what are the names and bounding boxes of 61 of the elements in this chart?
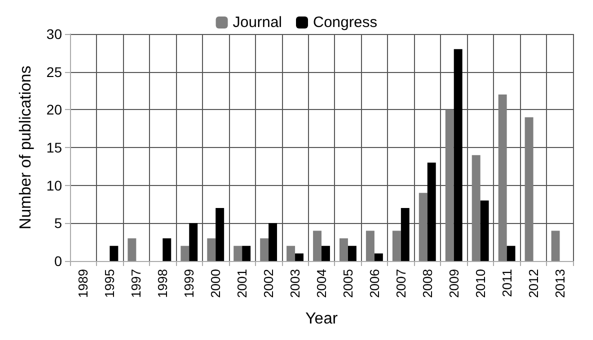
y-tick-label: 30 — [46, 26, 62, 42]
bar — [322, 246, 330, 261]
bar — [313, 230, 322, 261]
bar — [207, 238, 216, 261]
y-tick-label: 15 — [46, 140, 62, 156]
bar — [295, 253, 304, 261]
bar — [374, 253, 383, 261]
bar — [427, 162, 436, 261]
bar — [400, 208, 410, 261]
bar — [128, 238, 136, 261]
x-tick-label: 2013 — [552, 269, 568, 298]
bar — [162, 238, 172, 261]
x-tick-label: 2008 — [420, 269, 435, 298]
x-tick-label: 2001 — [234, 269, 250, 298]
bar — [551, 230, 560, 261]
x-tick-label: 2004 — [314, 269, 329, 298]
x-tick-label: 2009 — [446, 269, 462, 298]
y-tick-label: 10 — [46, 177, 62, 194]
bar — [480, 200, 489, 261]
bar — [340, 238, 348, 261]
x-tick-label: 2002 — [261, 269, 276, 298]
bar — [242, 246, 251, 261]
x-tick-label: 2005 — [340, 269, 356, 298]
bar — [454, 49, 462, 261]
y-tick-label: 25 — [46, 64, 62, 80]
x-tick-label: 2006 — [366, 269, 382, 298]
bar — [472, 155, 480, 261]
x-tick-label: 2000 — [208, 269, 224, 298]
bar — [260, 238, 269, 261]
bar — [180, 246, 190, 261]
bar — [392, 230, 401, 261]
x-tick-label: 1995 — [102, 269, 118, 298]
bar — [418, 192, 428, 261]
bar — [110, 246, 118, 261]
x-axis-title: Year — [305, 310, 338, 328]
y-tick-label: 0 — [54, 253, 62, 269]
bar — [524, 117, 534, 261]
y-axis-title: Number of publications — [18, 66, 34, 230]
x-tick-label: 2007 — [393, 269, 408, 298]
bar — [348, 246, 356, 261]
bar — [286, 246, 296, 261]
legend-label: Journal — [232, 14, 282, 31]
legend-label: Congress — [313, 14, 378, 31]
bar — [216, 208, 224, 261]
y-tick-label: 5 — [54, 215, 62, 232]
bar — [445, 110, 454, 261]
x-tick-label: 1999 — [182, 269, 197, 298]
bar — [506, 246, 516, 261]
x-tick-label: 2010 — [472, 269, 488, 298]
x-tick-label: 1989 — [76, 269, 91, 298]
bar — [366, 230, 374, 261]
x-tick-label: 1997 — [128, 269, 144, 298]
bar — [234, 246, 242, 261]
x-tick-label: 2003 — [288, 269, 303, 298]
x-tick-label: 2011 — [499, 269, 514, 297]
y-tick-label: 20 — [46, 102, 62, 118]
x-tick-label: 2012 — [526, 269, 541, 298]
bar — [268, 223, 278, 261]
bar — [189, 223, 198, 261]
x-tick-label: 1998 — [155, 269, 170, 298]
bar — [498, 94, 507, 261]
